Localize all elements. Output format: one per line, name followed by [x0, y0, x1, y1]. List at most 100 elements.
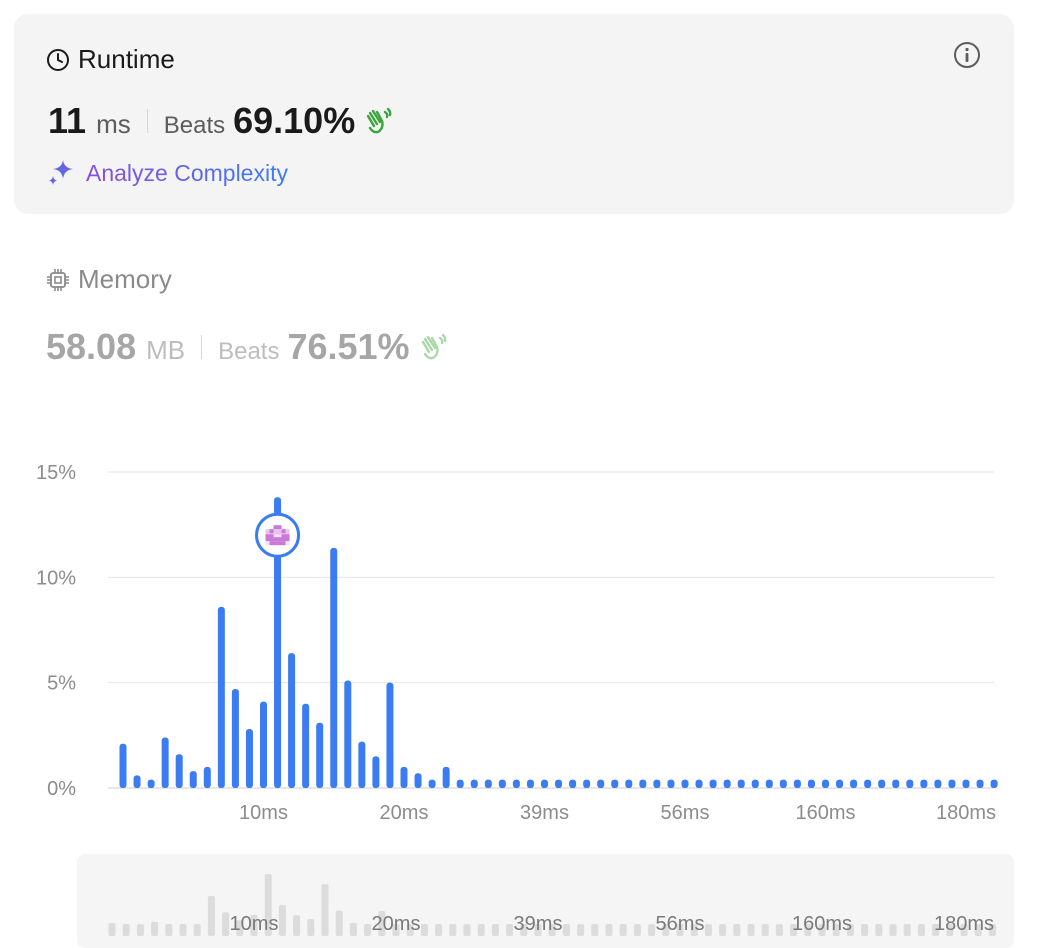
- navigator-bar: [846, 924, 854, 936]
- chart-bar[interactable]: [611, 779, 619, 788]
- memory-unit: MB: [146, 335, 186, 365]
- chart-bar[interactable]: [344, 680, 352, 788]
- navigator-bar: [236, 920, 244, 936]
- navigator-bar: [136, 924, 144, 936]
- navigator-bar: [222, 912, 230, 936]
- chart-bar[interactable]: [962, 779, 970, 788]
- chart-bar[interactable]: [948, 779, 956, 788]
- chart-bar[interactable]: [822, 779, 829, 788]
- navigator-bar: [804, 924, 812, 936]
- chart-bar[interactable]: [161, 737, 169, 788]
- chart-bar[interactable]: [526, 779, 534, 788]
- chart-bar[interactable]: [428, 779, 436, 788]
- chart-bar[interactable]: [864, 779, 872, 788]
- chart-bar[interactable]: [456, 779, 464, 788]
- navigator-bar: [676, 924, 684, 936]
- chart-bar[interactable]: [793, 779, 801, 788]
- chart-bar[interactable]: [892, 779, 900, 788]
- chart-bar[interactable]: [765, 779, 773, 788]
- chart-bar[interactable]: [386, 682, 394, 788]
- chart-bar[interactable]: [906, 779, 914, 788]
- runtime-beats-label: Beats: [163, 112, 226, 139]
- chart-bar[interactable]: [175, 754, 183, 788]
- chart-bar[interactable]: [414, 773, 422, 788]
- x-tick-label: 10ms: [239, 802, 288, 824]
- chart-bar[interactable]: [498, 779, 506, 788]
- clapping-hands-icon: [367, 107, 392, 134]
- chart-bar[interactable]: [119, 743, 127, 788]
- chart-bar[interactable]: [442, 766, 450, 788]
- chart-bar[interactable]: [231, 688, 239, 788]
- chart-bar[interactable]: [850, 779, 858, 788]
- chart-bar[interactable]: [836, 779, 844, 788]
- navigator-bar: [349, 922, 357, 936]
- chart-bar[interactable]: [274, 497, 282, 788]
- chart-bar[interactable]: [653, 779, 661, 788]
- chart-bar[interactable]: [990, 779, 998, 788]
- navigator-bar: [747, 924, 755, 936]
- chart-bar[interactable]: [709, 779, 717, 788]
- runtime-metric-row: 11 ms Beats 69.10%: [48, 100, 393, 142]
- analyze-complexity-button[interactable]: Analyze Complexity: [46, 158, 288, 188]
- chart-bar[interactable]: [625, 779, 633, 788]
- chart-bar[interactable]: [695, 779, 703, 788]
- runtime-distribution-chart[interactable]: 15% 10% 5% 0% 10ms 20ms 39ms 56ms 160ms 180ms: [0, 440, 1038, 840]
- chart-bar[interactable]: [667, 779, 675, 788]
- navigator-bar: [108, 923, 116, 936]
- memory-beats-value: 76.51%: [287, 326, 410, 367]
- chart-bar[interactable]: [400, 766, 408, 788]
- chart-bar[interactable]: [133, 775, 141, 788]
- avatar-pixel: [265, 534, 290, 542]
- chart-bar[interactable]: [512, 779, 520, 788]
- navigator-bar: [406, 924, 414, 936]
- navigator-bar: [463, 924, 471, 936]
- navigator-bar: [491, 924, 499, 936]
- chart-bar[interactable]: [484, 779, 492, 788]
- chart-bar[interactable]: [302, 703, 310, 788]
- navigator-bar: [648, 924, 656, 936]
- chart-bar[interactable]: [597, 779, 605, 788]
- navigator-bar: [293, 915, 301, 936]
- chart-bar[interactable]: [245, 729, 253, 788]
- submission-marker[interactable]: [255, 512, 301, 558]
- chart-bar[interactable]: [920, 779, 928, 788]
- chart-bar[interactable]: [147, 779, 155, 788]
- chart-bar[interactable]: [288, 653, 296, 788]
- chart-bar[interactable]: [541, 779, 548, 788]
- chart-bar[interactable]: [751, 779, 759, 788]
- chart-bar[interactable]: [807, 779, 815, 788]
- info-icon[interactable]: [952, 40, 982, 70]
- y-tick-label: 0%: [47, 778, 76, 800]
- chart-bar[interactable]: [681, 779, 689, 788]
- chart-bar[interactable]: [779, 779, 787, 788]
- chart-bar[interactable]: [330, 547, 338, 788]
- chart-bar[interactable]: [555, 779, 563, 788]
- chart-bar[interactable]: [203, 766, 211, 788]
- chart-bar[interactable]: [934, 779, 942, 788]
- chart-bar[interactable]: [316, 722, 324, 788]
- chart-bar[interactable]: [583, 779, 591, 788]
- avatar-pixel: [265, 541, 270, 546]
- chart-bar[interactable]: [878, 779, 886, 788]
- chart-bar[interactable]: [358, 741, 366, 788]
- chart-bar[interactable]: [639, 779, 647, 788]
- navigator-tick-label: 56ms: [656, 913, 705, 935]
- x-tick-label: 20ms: [380, 802, 429, 824]
- chart-bar[interactable]: [260, 701, 267, 788]
- navigator-bar: [307, 918, 315, 936]
- chip-icon: [47, 268, 69, 291]
- chart-bar[interactable]: [569, 779, 577, 788]
- navigator-tick-label: 10ms: [230, 913, 279, 935]
- chart-bar[interactable]: [217, 606, 225, 788]
- chart-bar[interactable]: [976, 779, 984, 788]
- chart-range-navigator[interactable]: 10ms 20ms 39ms 56ms 160ms 180ms: [0, 850, 1038, 948]
- chart-bar[interactable]: [737, 779, 745, 788]
- chart-bar[interactable]: [470, 779, 478, 788]
- chart-bar[interactable]: [189, 771, 197, 788]
- navigator-bar: [392, 924, 400, 936]
- memory-section[interactable]: Memory 58.08 MB Beats 76.51%: [46, 264, 447, 367]
- chart-bar[interactable]: [372, 756, 380, 788]
- navigator-bar: [520, 924, 528, 936]
- navigator-bar: [818, 924, 826, 936]
- chart-bar[interactable]: [723, 779, 731, 788]
